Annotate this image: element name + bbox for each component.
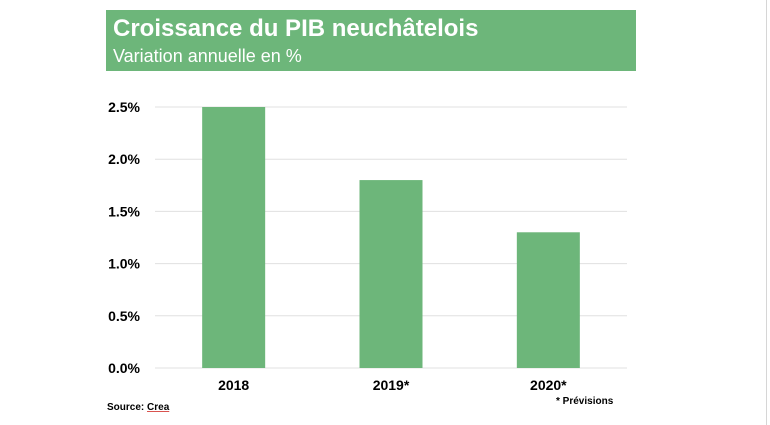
source-label: Source:	[107, 402, 148, 413]
y-tick-label: 2.5%	[108, 99, 140, 115]
bar	[202, 107, 266, 368]
window-edge	[766, 0, 767, 425]
x-tick-label: 2018	[218, 377, 249, 393]
chart-subtitle: Variation annuelle en %	[113, 46, 302, 66]
y-tick-label: 1.5%	[108, 203, 140, 219]
source-note: Source: Crea	[107, 402, 169, 413]
x-tick-label: 2020*	[530, 377, 567, 393]
bar	[359, 180, 423, 368]
chart-header: Croissance du PIB neuchâtelois Variation…	[106, 10, 636, 71]
y-tick-label: 2.0%	[108, 151, 140, 167]
forecast-note: * Prévisions	[556, 396, 614, 407]
source-link[interactable]: Crea	[147, 402, 170, 413]
y-tick-label: 0.0%	[108, 360, 140, 376]
y-tick-label: 1.0%	[108, 256, 140, 272]
chart-title: Croissance du PIB neuchâtelois	[113, 15, 479, 42]
x-tick-label: 2019*	[373, 377, 410, 393]
bar	[516, 232, 580, 368]
y-tick-label: 0.5%	[108, 308, 140, 324]
